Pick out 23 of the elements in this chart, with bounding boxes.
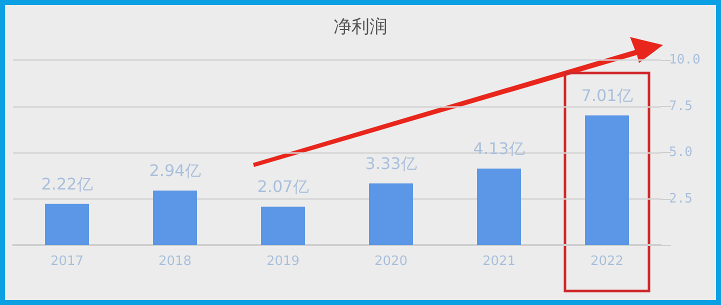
bar (369, 183, 413, 245)
y-tick-label: 2.5 (669, 191, 692, 206)
chart-title: 净利润 (334, 16, 388, 38)
x-tick-label: 2018 (158, 254, 192, 269)
bar (153, 190, 197, 245)
x-tick-label: 2021 (482, 254, 516, 269)
y-tick-label: 10.0 (669, 52, 700, 68)
bar (261, 206, 305, 245)
data-label: 3.33亿 (365, 154, 417, 173)
bar (45, 204, 89, 245)
data-label: 2.94亿 (149, 161, 201, 180)
data-label: 2.07亿 (257, 177, 309, 196)
bar (477, 168, 521, 245)
x-tick-label: 2022 (590, 254, 624, 269)
x-tick-label: 2020 (374, 254, 408, 269)
x-tick-label: 2017 (50, 254, 84, 269)
y-tick-label: 5.0 (669, 145, 692, 160)
data-label: 2.22亿 (41, 174, 93, 194)
y-tick-label: 7.5 (669, 98, 692, 114)
x-tick-label: 2019 (266, 254, 300, 269)
data-label: 4.13亿 (473, 139, 525, 158)
data-label: 7.01亿 (581, 86, 633, 105)
bar (585, 115, 629, 245)
